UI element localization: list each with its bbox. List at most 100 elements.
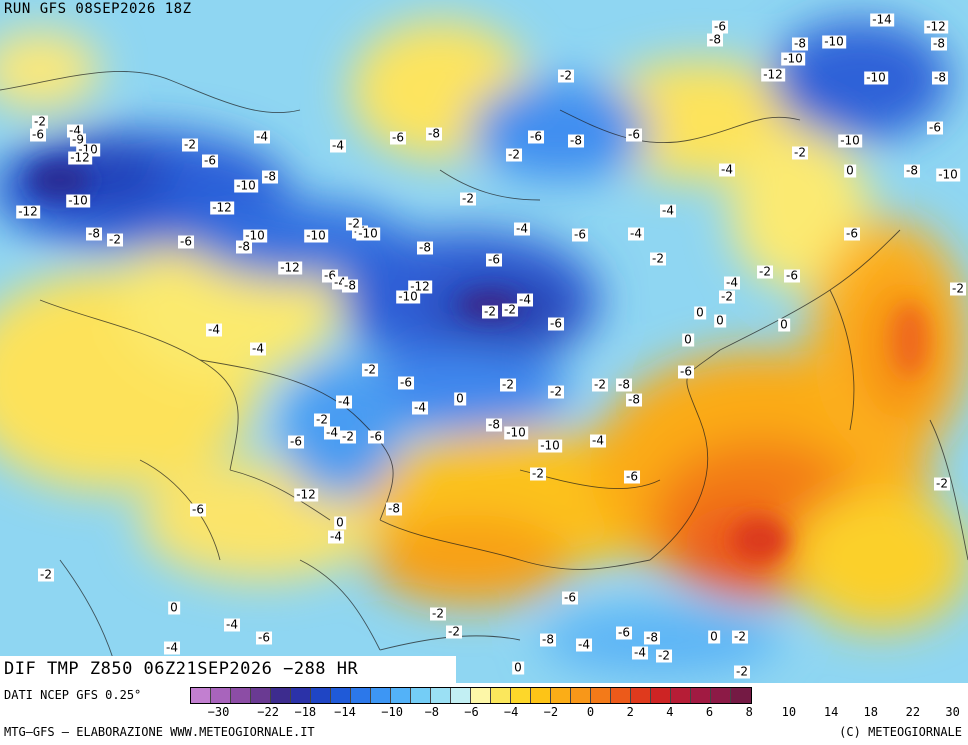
contour-label: -2 <box>182 137 198 152</box>
colorbar-swatch <box>291 688 311 703</box>
colorbar-swatch <box>251 688 271 703</box>
contour-label: -12 <box>278 260 302 275</box>
contour-label: -4 <box>224 617 240 632</box>
contour-label: -4 <box>336 394 352 409</box>
colorbar-tick-label: 10 <box>781 705 797 719</box>
contour-label: -4 <box>328 529 344 544</box>
contour-label: -4 <box>660 203 676 218</box>
colorbar-tick-label: −4 <box>503 705 519 719</box>
contour-label: -12 <box>924 19 948 34</box>
colorbar-swatch <box>631 688 651 703</box>
contour-label: -2 <box>500 377 516 392</box>
colorbar-swatch <box>711 688 731 703</box>
colorbar-swatch <box>331 688 351 703</box>
contour-label: -6 <box>624 469 640 484</box>
contour-label: -2 <box>650 251 666 266</box>
colorbar-swatch <box>691 688 711 703</box>
contour-label: -4 <box>517 292 533 307</box>
contour-label: -4 <box>206 322 222 337</box>
contour-label: -10 <box>234 178 258 193</box>
contour-label: -2 <box>530 466 546 481</box>
contour-label: 0 <box>844 163 856 178</box>
colorbar-tick-label: −18 <box>294 705 317 719</box>
contour-label: -2 <box>482 304 498 319</box>
contour-label: -2 <box>38 567 54 582</box>
contour-label: -8 <box>540 632 556 647</box>
contour-label: -8 <box>426 126 442 141</box>
contour-label: -10 <box>822 34 846 49</box>
contour-label: -4 <box>412 400 428 415</box>
contour-label: -2 <box>734 664 750 679</box>
contour-label: -6 <box>844 226 860 241</box>
colorbar-swatch <box>731 688 751 703</box>
colorbar <box>190 687 752 704</box>
colorbar-tick-label: 8 <box>745 705 753 719</box>
contour-label: -14 <box>870 12 894 27</box>
contour-label: -10 <box>936 167 960 182</box>
contour-label: -2 <box>558 68 574 83</box>
contour-label: -6 <box>562 590 578 605</box>
colorbar-tick-label: −14 <box>334 705 356 719</box>
colorbar-tick-label: 0 <box>586 705 595 719</box>
contour-label: -12 <box>210 200 234 215</box>
colorbar-swatch <box>651 688 671 703</box>
colorbar-tick-label: 2 <box>626 705 634 719</box>
contour-label: -10 <box>396 289 420 304</box>
contour-label: -4 <box>590 433 606 448</box>
contour-label: -8 <box>386 501 402 516</box>
source-note: DATI NCEP GFS 0.25° <box>4 688 142 702</box>
contour-label: -6 <box>528 129 544 144</box>
contour-label: -6 <box>927 120 943 135</box>
contour-label: -6 <box>368 429 384 444</box>
contour-label: -8 <box>707 32 723 47</box>
contour-label: -8 <box>236 239 252 254</box>
contour-label: -2 <box>502 302 518 317</box>
colorbar-tick-label: −10 <box>381 705 403 719</box>
colorbar-tick-label: 4 <box>666 705 674 719</box>
contour-label: -2 <box>362 362 378 377</box>
contour-label: -6 <box>398 375 414 390</box>
contour-label: -8 <box>417 240 433 255</box>
contour-label: -4 <box>250 341 266 356</box>
colorbar-tick-label: −8 <box>424 705 440 719</box>
contour-label: -8 <box>262 169 278 184</box>
contour-label: -12 <box>294 487 318 502</box>
contour-label: -8 <box>616 377 632 392</box>
contour-label: -8 <box>486 417 502 432</box>
anomaly-cores <box>30 162 928 562</box>
contour-label: -10 <box>838 133 862 148</box>
contour-label: -2 <box>32 114 48 129</box>
colorbar-swatch <box>191 688 211 703</box>
contour-label: -10 <box>864 70 888 85</box>
contour-label: -6 <box>486 252 502 267</box>
contour-label: -10 <box>781 51 805 66</box>
contour-label: -6 <box>190 502 206 517</box>
contour-label: -6 <box>678 364 694 379</box>
contour-label: -2 <box>346 216 362 231</box>
contour-label: -6 <box>390 130 406 145</box>
colorbar-swatch <box>571 688 591 703</box>
credit-right: (C) METEOGIORNALE <box>839 725 962 739</box>
contour-label: 0 <box>694 305 706 320</box>
colorbar-tick-label: 6 <box>705 705 714 719</box>
contour-label: 0 <box>708 629 720 644</box>
contour-label: -2 <box>446 624 462 639</box>
contour-label: 0 <box>714 313 726 328</box>
contour-label: 0 <box>168 600 180 615</box>
contour-label: -6 <box>548 316 564 331</box>
contour-label: -2 <box>732 629 748 644</box>
contour-label: -4 <box>164 640 180 655</box>
temperature-anomaly-map: -2 -6 -4 -9 -10 -12 -2 -4 -6 -10 -8 -12 -10 -8 -2 -6 -10… <box>0 0 968 683</box>
colorbar-swatch <box>591 688 611 703</box>
colorbar-tick-label: −30 <box>207 705 230 719</box>
contour-label: -6 <box>256 630 272 645</box>
contour-label: -10 <box>304 228 328 243</box>
contour-label: -8 <box>644 630 660 645</box>
colorbar-swatch <box>551 688 571 703</box>
contour-label: -4 <box>724 275 740 290</box>
contour-label: -8 <box>904 163 920 178</box>
contour-label: -2 <box>719 289 735 304</box>
contour-label: 0 <box>682 332 694 347</box>
contour-label: -8 <box>568 133 584 148</box>
